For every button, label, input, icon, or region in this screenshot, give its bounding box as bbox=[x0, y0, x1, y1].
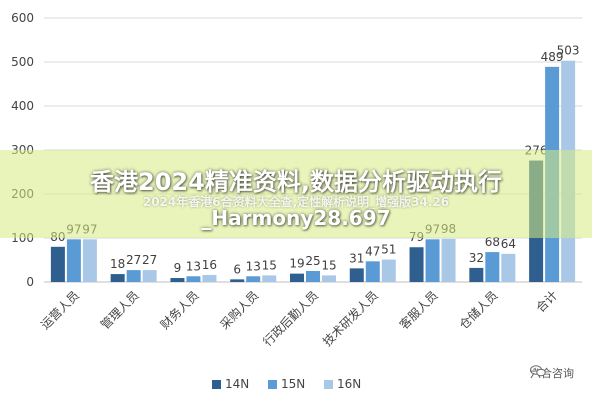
legend-swatch bbox=[268, 380, 277, 389]
x-tick-label: 仓储人员 bbox=[456, 288, 501, 333]
x-tick-label: 财务人员 bbox=[157, 288, 202, 333]
data-label: 503 bbox=[557, 44, 580, 58]
data-label: 68 bbox=[485, 235, 500, 249]
data-label: 9 bbox=[174, 261, 182, 275]
data-label: 15 bbox=[262, 258, 277, 272]
overlay-subtitle: 2024年香港6合资料大全查,定性解析说明_增强版34.26 bbox=[142, 195, 450, 209]
x-tick-label: 客服人员 bbox=[396, 288, 441, 333]
data-label: 27 bbox=[126, 253, 141, 267]
data-label: 489 bbox=[541, 50, 564, 64]
x-tick-label: 运营人员 bbox=[38, 288, 82, 332]
bar bbox=[409, 247, 424, 282]
bar bbox=[381, 259, 396, 282]
bar bbox=[501, 253, 516, 282]
legend-swatch bbox=[324, 380, 333, 389]
data-label: 19 bbox=[289, 257, 304, 271]
bar bbox=[170, 278, 185, 282]
x-tick-label: 合计 bbox=[533, 288, 561, 316]
data-label: 18 bbox=[110, 257, 125, 271]
bar bbox=[230, 279, 245, 282]
data-label: 13 bbox=[246, 259, 261, 273]
legend-label: 16N bbox=[337, 377, 361, 391]
data-label: 16 bbox=[202, 258, 217, 272]
bar bbox=[82, 239, 97, 282]
bar bbox=[349, 268, 364, 282]
bar bbox=[202, 274, 217, 282]
bar bbox=[262, 275, 277, 282]
x-tick-label: 采购人员 bbox=[217, 288, 262, 333]
overlay-banner bbox=[0, 150, 592, 238]
legend-label: 15N bbox=[281, 377, 305, 391]
bar bbox=[126, 270, 141, 282]
data-label: 51 bbox=[381, 243, 396, 257]
x-tick-label: 行政后勤人员 bbox=[260, 288, 321, 349]
bar bbox=[485, 252, 500, 282]
y-tick-label: 0 bbox=[26, 275, 34, 289]
data-label: 64 bbox=[501, 237, 516, 251]
bar bbox=[66, 239, 81, 282]
data-label: 27 bbox=[142, 253, 157, 267]
y-tick-label: 600 bbox=[11, 11, 34, 25]
data-label: 25 bbox=[305, 254, 320, 268]
wechat-icon bbox=[530, 365, 546, 377]
data-label: 15 bbox=[321, 258, 336, 272]
data-label: 13 bbox=[186, 259, 201, 273]
bar bbox=[290, 273, 304, 282]
bar bbox=[142, 270, 157, 282]
x-tick-label: 管理人员 bbox=[97, 288, 142, 333]
overlay-title: 香港2024精准资料,数据分析驱动执行 bbox=[90, 168, 502, 196]
bar bbox=[306, 271, 320, 282]
data-label: 6 bbox=[233, 262, 241, 276]
legend-label: 14N bbox=[225, 377, 249, 391]
y-tick-label: 400 bbox=[11, 99, 34, 113]
bar bbox=[110, 274, 125, 282]
bar bbox=[469, 267, 484, 282]
bar bbox=[441, 238, 456, 282]
y-tick-label: 500 bbox=[11, 55, 34, 69]
legend-swatch bbox=[212, 380, 221, 389]
data-label: 47 bbox=[365, 244, 380, 258]
bar bbox=[50, 246, 65, 282]
data-label: 31 bbox=[349, 251, 364, 265]
x-tick-label: 技术研发人员 bbox=[319, 288, 381, 350]
bar bbox=[322, 275, 336, 282]
data-label: 32 bbox=[469, 251, 484, 265]
brand-watermark: 六合咨询 bbox=[530, 365, 574, 381]
bar bbox=[246, 276, 261, 282]
bar bbox=[425, 239, 440, 282]
overlay-code: _Harmony28.697 bbox=[201, 206, 391, 230]
bar bbox=[365, 261, 380, 282]
bar bbox=[186, 276, 201, 282]
